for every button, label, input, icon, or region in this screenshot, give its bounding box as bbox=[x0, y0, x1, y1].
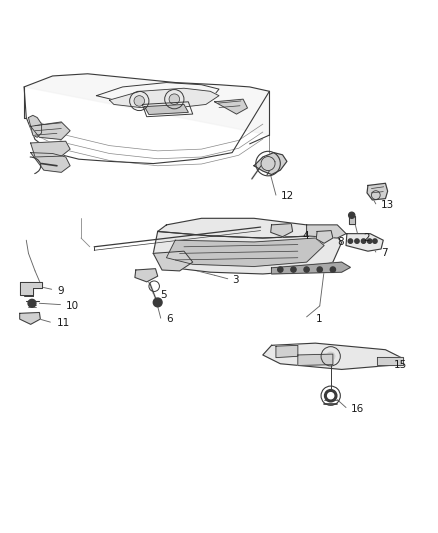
Polygon shape bbox=[263, 343, 403, 369]
Circle shape bbox=[330, 267, 336, 272]
Polygon shape bbox=[346, 233, 383, 251]
Circle shape bbox=[355, 239, 359, 243]
Text: 11: 11 bbox=[57, 318, 70, 328]
Polygon shape bbox=[254, 152, 287, 174]
Text: 16: 16 bbox=[350, 404, 364, 414]
Polygon shape bbox=[272, 262, 350, 274]
Polygon shape bbox=[28, 115, 42, 138]
Polygon shape bbox=[31, 152, 70, 172]
Circle shape bbox=[325, 390, 337, 402]
Polygon shape bbox=[110, 88, 219, 108]
Polygon shape bbox=[166, 238, 324, 266]
Polygon shape bbox=[307, 225, 346, 238]
Polygon shape bbox=[145, 104, 188, 115]
Text: 8: 8 bbox=[337, 237, 344, 247]
Polygon shape bbox=[158, 219, 333, 238]
Circle shape bbox=[304, 267, 309, 272]
Text: 12: 12 bbox=[280, 191, 293, 201]
Polygon shape bbox=[24, 74, 269, 135]
Polygon shape bbox=[153, 231, 342, 274]
Text: 10: 10 bbox=[66, 301, 79, 311]
Polygon shape bbox=[20, 312, 40, 324]
Polygon shape bbox=[271, 223, 293, 237]
Circle shape bbox=[348, 239, 353, 243]
Circle shape bbox=[367, 239, 372, 243]
Circle shape bbox=[317, 267, 322, 272]
Text: 6: 6 bbox=[166, 314, 173, 324]
Text: 4: 4 bbox=[302, 231, 309, 241]
Text: 15: 15 bbox=[394, 360, 407, 370]
Circle shape bbox=[349, 212, 355, 219]
Text: 7: 7 bbox=[381, 248, 388, 259]
Polygon shape bbox=[298, 354, 333, 366]
Circle shape bbox=[261, 157, 275, 171]
Circle shape bbox=[134, 96, 145, 106]
Circle shape bbox=[291, 267, 296, 272]
Text: 3: 3 bbox=[232, 274, 239, 285]
Polygon shape bbox=[31, 141, 70, 157]
Text: 2: 2 bbox=[364, 233, 370, 243]
Polygon shape bbox=[316, 231, 333, 243]
Circle shape bbox=[153, 298, 162, 307]
Polygon shape bbox=[31, 122, 70, 140]
Text: 1: 1 bbox=[315, 314, 322, 324]
Circle shape bbox=[326, 352, 335, 361]
Polygon shape bbox=[349, 216, 355, 223]
Circle shape bbox=[373, 239, 377, 243]
Text: 9: 9 bbox=[57, 286, 64, 296]
Polygon shape bbox=[276, 345, 298, 358]
Polygon shape bbox=[367, 183, 388, 200]
Circle shape bbox=[278, 267, 283, 272]
Circle shape bbox=[28, 300, 36, 307]
Polygon shape bbox=[153, 251, 193, 271]
Circle shape bbox=[328, 393, 334, 399]
Text: 13: 13 bbox=[381, 200, 394, 210]
Polygon shape bbox=[135, 269, 158, 282]
Text: 5: 5 bbox=[160, 290, 166, 300]
Circle shape bbox=[169, 94, 180, 104]
Polygon shape bbox=[20, 282, 42, 295]
Polygon shape bbox=[377, 357, 403, 365]
Circle shape bbox=[361, 239, 366, 243]
Polygon shape bbox=[215, 99, 247, 114]
